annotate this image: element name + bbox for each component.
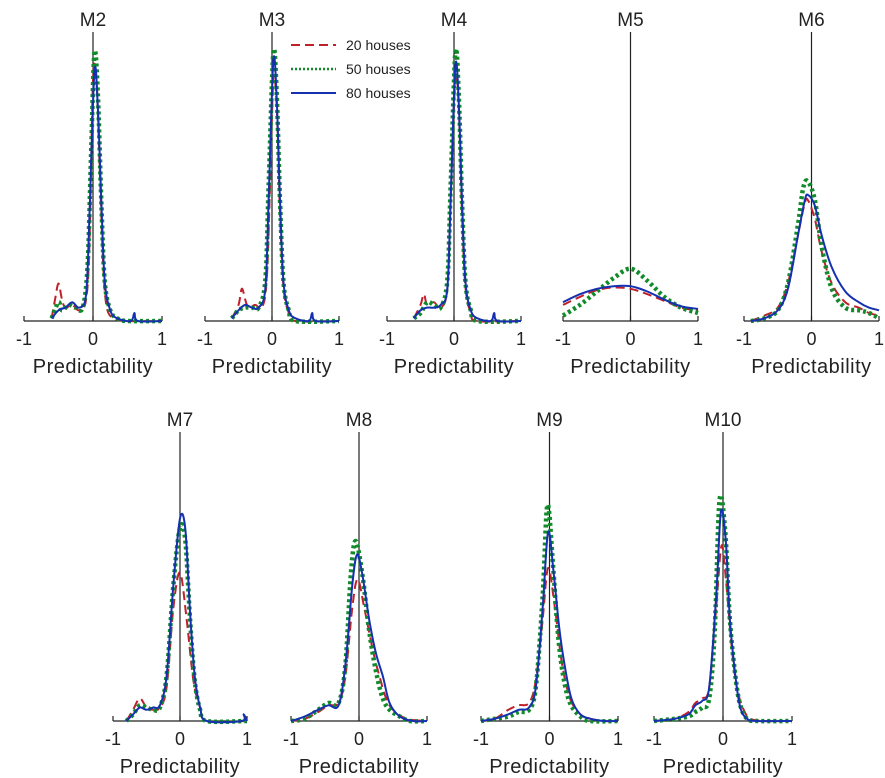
x-axis-label-m6: Predictability (751, 356, 871, 378)
panel-title-m5: M5 (617, 10, 643, 31)
x-axis-label-m3: Predictability (212, 356, 332, 378)
x-axis-label-m4: Predictability (394, 356, 514, 378)
x-tick-label-m2-1: 0 (88, 329, 98, 349)
series-20-houses-m2 (50, 62, 163, 323)
series-20-houses-m4 (412, 73, 522, 323)
legend-label-20-houses: 20 houses (346, 37, 411, 53)
x-tick-label-m8-2: 1 (422, 729, 432, 749)
series-50-houses-m6 (750, 178, 881, 324)
x-tick-label-m7-0: -1 (105, 729, 121, 749)
series-50-houses-m5 (561, 266, 699, 318)
x-tick-label-m6-1: 0 (806, 329, 816, 349)
x-axis-label-m8: Predictability (299, 756, 419, 778)
x-tick-label-m10-0: -1 (646, 729, 662, 749)
x-axis-label-m9: Predictability (489, 756, 609, 778)
x-tick-label-m6-2: 1 (874, 329, 884, 349)
x-tick-label-m9-0: -1 (473, 729, 489, 749)
x-axis-label-m2: Predictability (33, 356, 153, 378)
x-tick-label-m3-0: -1 (197, 329, 213, 349)
legend: 20 houses 50 houses 80 houses (291, 37, 411, 101)
x-tick-label-m2-0: -1 (16, 329, 32, 349)
series-80-houses-m10 (653, 508, 793, 723)
x-tick-label-m10-1: 0 (718, 729, 728, 749)
x-tick-label-m2-2: 1 (157, 329, 167, 349)
panel-title-m10: M10 (705, 410, 742, 431)
series-20-houses-m10 (653, 544, 793, 723)
series-80-houses-m5 (562, 284, 699, 310)
series-50-houses-m8 (290, 538, 428, 724)
series-80-houses-m4 (413, 60, 522, 323)
series-20-houses-m5 (562, 286, 699, 312)
series-80-houses-m2 (50, 65, 163, 323)
series-50-houses-m3 (230, 46, 340, 325)
x-tick-label-m5-2: 1 (693, 329, 703, 349)
x-tick-label-m4-1: 0 (449, 329, 459, 349)
x-tick-label-m9-1: 0 (544, 729, 554, 749)
series-20-houses-m9 (480, 566, 619, 723)
x-tick-label-m5-1: 0 (625, 329, 635, 349)
x-axis-label-m10: Predictability (663, 756, 783, 778)
x-tick-label-m4-2: 1 (516, 329, 526, 349)
series-80-houses-m6 (750, 193, 880, 322)
x-tick-label-m4-0: -1 (379, 329, 395, 349)
x-tick-label-m3-1: 0 (267, 329, 277, 349)
series-50-houses-m2 (49, 48, 163, 324)
series-80-houses-m8 (290, 553, 428, 723)
legend-label-50-houses: 50 houses (346, 61, 411, 77)
series-80-houses-m9 (480, 530, 619, 723)
x-tick-label-m3-2: 1 (334, 329, 344, 349)
x-tick-label-m7-1: 0 (175, 729, 185, 749)
x-tick-label-m8-1: 0 (354, 729, 364, 749)
x-tick-label-m7-2: 1 (242, 729, 252, 749)
series-50-houses-m9 (480, 502, 619, 724)
panel-title-m6: M6 (798, 10, 824, 31)
x-tick-label-m6-0: -1 (736, 329, 752, 349)
series-50-houses-m10 (653, 492, 793, 724)
panel-title-m2: M2 (80, 10, 106, 31)
x-axis-label-m5: Predictability (570, 356, 690, 378)
panel-title-m7: M7 (167, 410, 193, 431)
series-80-houses-m7 (125, 512, 248, 724)
panel-title-m4: M4 (441, 10, 468, 31)
x-tick-label-m8-0: -1 (283, 729, 299, 749)
panel-title-m3: M3 (259, 10, 285, 31)
x-tick-label-m10-2: 1 (787, 729, 797, 749)
series-50-houses-m4 (412, 46, 522, 325)
series-20-houses-m6 (750, 197, 880, 322)
panel-title-m8: M8 (346, 410, 372, 431)
x-axis-label-m7: Predictability (120, 756, 240, 778)
legend-label-80-houses: 80 houses (346, 85, 411, 101)
x-tick-label-m5-0: -1 (555, 329, 571, 349)
x-tick-label-m9-2: 1 (613, 729, 623, 749)
series-80-houses-m3 (231, 55, 340, 323)
panel-title-m9: M9 (536, 410, 562, 431)
